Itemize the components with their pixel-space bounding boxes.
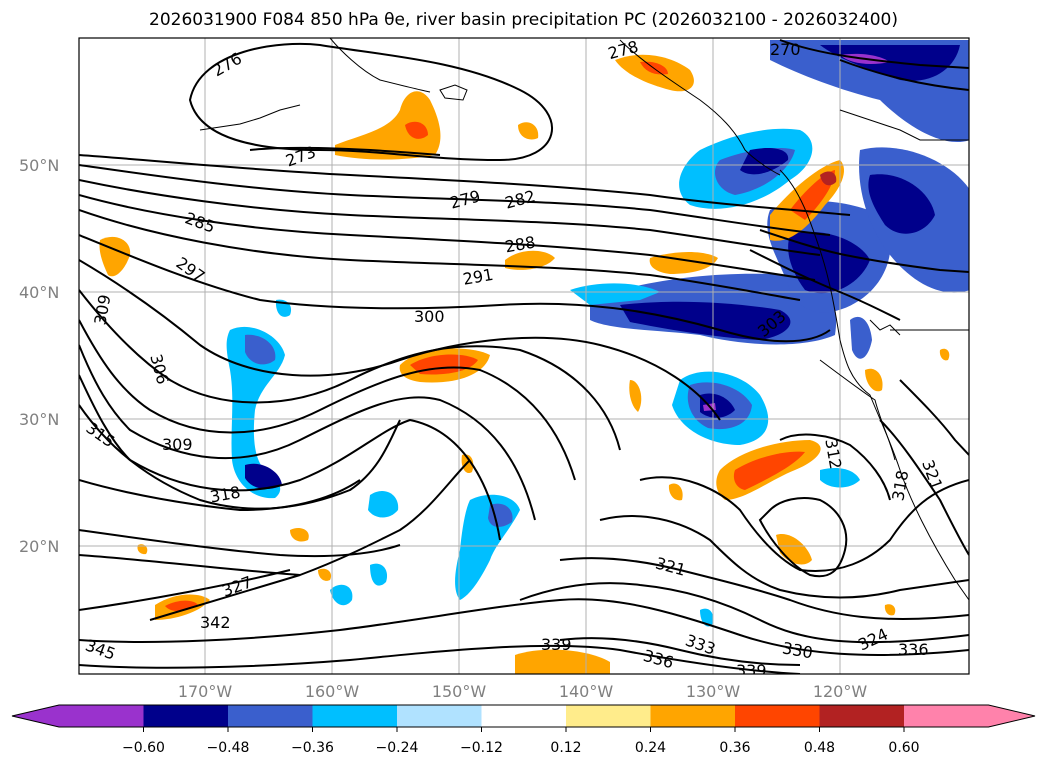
- colorbar: −0.60 −0.48 −0.36 −0.24 −0.12 0.12 0.24 …: [11, 704, 1036, 756]
- colorbar-tick-label: −0.60: [122, 740, 165, 756]
- colorbar-tick-label: −0.36: [291, 740, 334, 756]
- lat-label-50n: 50°N: [19, 156, 59, 175]
- lon-label-140w: 140°W: [559, 682, 614, 701]
- lat-label-40n: 40°N: [19, 283, 59, 302]
- map-frame: [78, 37, 970, 675]
- colorbar-outline: [11, 704, 1036, 728]
- colorbar-tick-label: −0.12: [460, 740, 503, 756]
- contour-label: 342: [200, 613, 231, 632]
- colorbar-extend-max: [988, 705, 1035, 727]
- colorbar-tick-label: 0.48: [804, 740, 835, 756]
- theta-e-contours: [79, 39, 969, 674]
- colorbar-segment: [312, 705, 397, 727]
- longitude-labels: 170°W 160°W 150°W 140°W 130°W 120°W: [178, 682, 868, 701]
- colorbar-segment: [397, 705, 482, 727]
- contour-label: 270: [770, 40, 801, 59]
- colorbar-segment: [735, 705, 820, 727]
- colorbar-segment: [650, 705, 735, 727]
- colorbar-ticks: [143, 727, 905, 732]
- coastlines: [199, 38, 969, 601]
- lon-label-120w: 120°W: [813, 682, 868, 701]
- colorbar-tick-label: 0.24: [635, 740, 666, 756]
- colorbar-tick-label: 0.60: [888, 740, 919, 756]
- precipitation-shading: [99, 40, 969, 674]
- contour-label: 336: [898, 640, 929, 659]
- colorbar-extend-min: [12, 705, 59, 727]
- lon-label-150w: 150°W: [432, 682, 487, 701]
- colorbar-segment: [228, 705, 313, 727]
- colorbar-segment: [819, 705, 904, 727]
- latitude-labels: 50°N 40°N 30°N 20°N: [19, 156, 59, 556]
- contour-label: 339: [736, 661, 767, 680]
- lon-label-160w: 160°W: [305, 682, 360, 701]
- lat-label-20n: 20°N: [19, 537, 59, 556]
- colorbar-segment: [143, 705, 228, 727]
- colorbar-tick-label: 0.12: [550, 740, 581, 756]
- contour-label: 309: [162, 435, 193, 454]
- colorbar-tick-label: −0.48: [207, 740, 250, 756]
- lon-label-170w: 170°W: [178, 682, 233, 701]
- map-title: 2026031900 F084 850 hPa θe, river basin …: [149, 10, 898, 30]
- colorbar-segment: [59, 705, 144, 727]
- colorbar-segment: [566, 705, 651, 727]
- colorbar-segment: [904, 705, 989, 727]
- colorbar-tick-label: 0.36: [719, 740, 750, 756]
- contour-label: 339: [541, 635, 572, 654]
- contour-label: 300: [414, 307, 445, 326]
- lon-label-130w: 130°W: [686, 682, 741, 701]
- colorbar-tick-label: −0.24: [376, 740, 419, 756]
- graticule: [79, 38, 969, 674]
- lat-label-30n: 30°N: [19, 410, 59, 429]
- colorbar-segment: [481, 705, 566, 727]
